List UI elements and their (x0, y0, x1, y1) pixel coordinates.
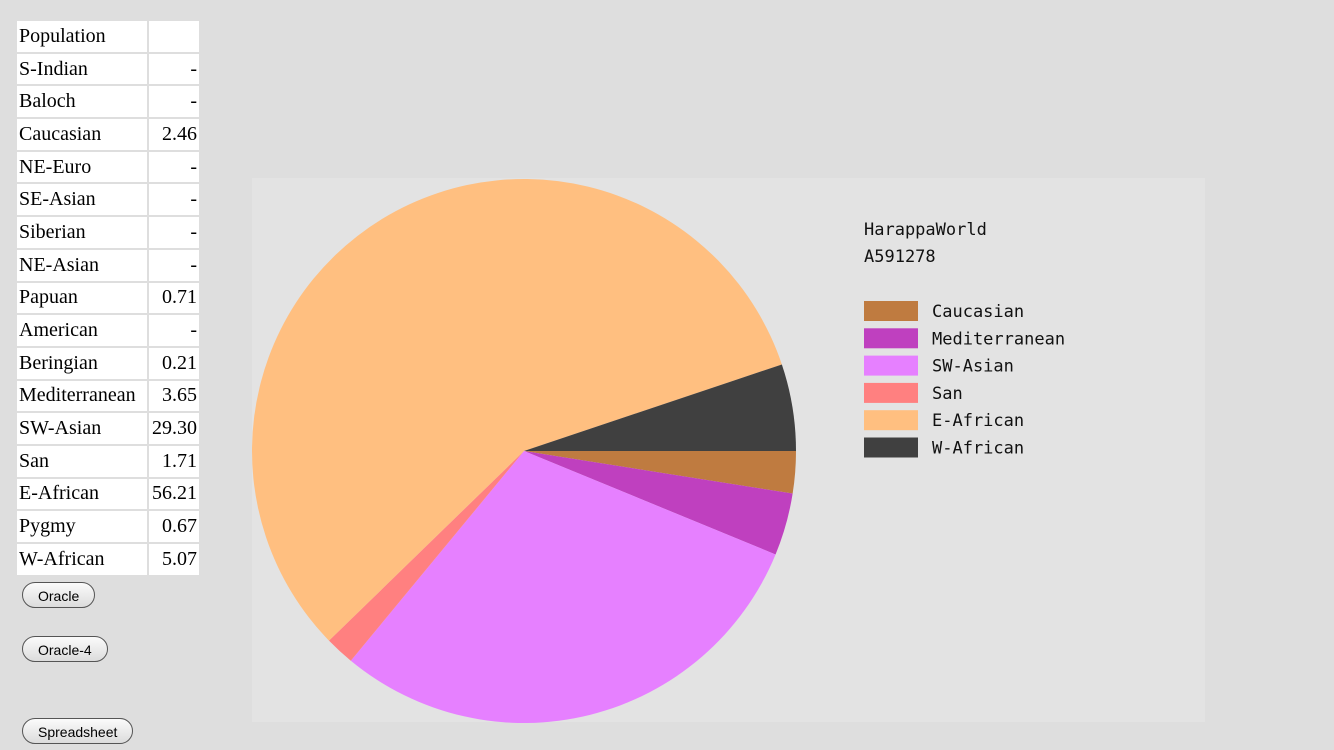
legend-label: Mediterranean (932, 329, 1065, 349)
population-table: Population S-Indian - Baloch - Caucasian 2.46 N… (15, 19, 201, 577)
population-value: - (149, 151, 199, 183)
legend-label: SW-Asian (932, 357, 1014, 377)
population-value: 56.21 (149, 478, 199, 510)
table-row: Baloch - (17, 86, 199, 118)
table-row: Mediterranean 3.65 (17, 380, 199, 412)
population-name: American (17, 315, 147, 346)
table-row: NE-Euro - (17, 151, 199, 183)
pie-slice (524, 364, 796, 451)
table-row: E-African 56.21 (17, 478, 199, 510)
population-value: 0.71 (149, 282, 199, 314)
population-value: - (149, 53, 199, 85)
table-row: W-African 5.07 (17, 544, 199, 575)
table-row: Population (17, 21, 199, 52)
button[interactable]: Spreadsheet (22, 718, 134, 744)
population-value: 2.46 (149, 119, 199, 150)
table-row: Pygmy 0.67 (17, 511, 199, 542)
population-name: Papuan (17, 282, 147, 314)
table-row: SW-Asian 29.30 (17, 413, 199, 444)
population-value: 0.21 (149, 347, 199, 379)
population-name: Caucasian (17, 119, 147, 150)
table-row: Siberian - (17, 217, 199, 248)
pie-slice (252, 179, 782, 641)
table-row: NE-Asian - (17, 249, 199, 281)
table-row: S-Indian - (17, 53, 199, 85)
population-value: - (149, 249, 199, 281)
pie-slice (524, 451, 796, 494)
population-value: 1.71 (149, 445, 199, 477)
table-row: American - (17, 315, 199, 346)
population-name: Siberian (17, 217, 147, 248)
population-value: 0.67 (149, 511, 199, 542)
pie-slice (328, 451, 524, 661)
legend-label: E-African (932, 411, 1024, 431)
table-row: Caucasian 2.46 (17, 119, 199, 150)
population-name: Baloch (17, 86, 147, 118)
legend-swatch (864, 301, 918, 321)
population-value: - (149, 217, 199, 248)
population-name: Mediterranean (17, 380, 147, 412)
legend-swatch (864, 328, 918, 349)
legend-swatch (864, 355, 918, 376)
pie-slice (524, 451, 793, 555)
population-name: SW-Asian (17, 413, 147, 444)
population-value: - (149, 86, 199, 118)
population-name: Beringian (17, 347, 147, 379)
legend-swatch (864, 437, 918, 458)
population-name: E-African (17, 478, 147, 510)
button[interactable]: Oracle (22, 582, 96, 608)
population-value: - (149, 315, 199, 346)
chart-subtitle: A591278 (864, 247, 936, 267)
population-name: S-Indian (17, 53, 147, 85)
table-row: SE-Asian - (17, 184, 199, 216)
legend-label: San (932, 384, 963, 404)
legend-swatch (864, 382, 918, 403)
legend-swatch (864, 410, 918, 431)
legend-label: Caucasian (932, 302, 1024, 322)
table-row: Papuan 0.71 (17, 282, 199, 314)
table-row: San 1.71 (17, 445, 199, 477)
chart-title: HarappaWorld (864, 220, 987, 240)
table-cell (149, 21, 199, 52)
population-value: 5.07 (149, 544, 199, 575)
population-value: 29.30 (149, 413, 199, 444)
population-name: NE-Asian (17, 249, 147, 281)
population-name: NE-Euro (17, 151, 147, 183)
population-value: 3.65 (149, 380, 199, 412)
legend-label: W-African (932, 439, 1024, 459)
pie-slice (350, 451, 776, 723)
population-name: W-African (17, 544, 147, 575)
table-header: Population (17, 21, 147, 52)
button[interactable]: Oracle-4 (22, 636, 108, 662)
population-value: - (149, 184, 199, 216)
table-row: Beringian 0.21 (17, 347, 199, 379)
population-name: San (17, 445, 147, 477)
population-name: SE-Asian (17, 184, 147, 216)
population-name: Pygmy (17, 511, 147, 542)
